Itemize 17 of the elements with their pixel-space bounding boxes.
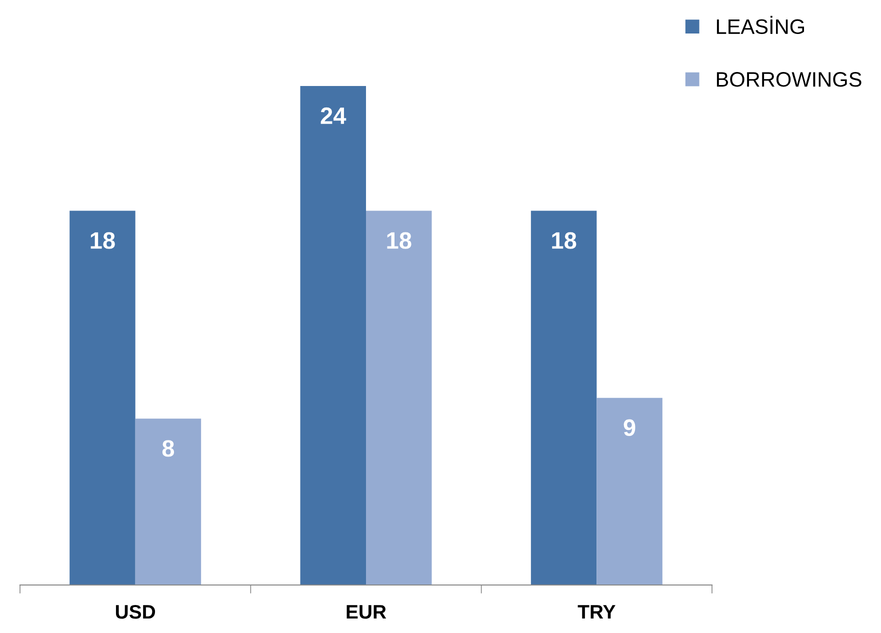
x-tick-label: EUR (346, 605, 386, 619)
x-tick-label: TRY (578, 605, 616, 619)
data-label: 18 (552, 232, 576, 249)
bar (596, 398, 662, 585)
data-label: 9 (624, 419, 636, 436)
bar (135, 418, 202, 585)
legend-label: BORROWINGS (716, 72, 862, 87)
data-label: 8 (162, 440, 174, 457)
x-tick-label: USD (116, 604, 156, 619)
data-label: 18 (90, 232, 115, 249)
data-label: 18 (387, 232, 412, 249)
bar (530, 210, 597, 585)
data-label: 24 (320, 107, 346, 124)
bar (300, 86, 366, 585)
legend-label: LEASİNG (716, 16, 804, 34)
bar (366, 210, 432, 585)
bar (70, 210, 136, 585)
